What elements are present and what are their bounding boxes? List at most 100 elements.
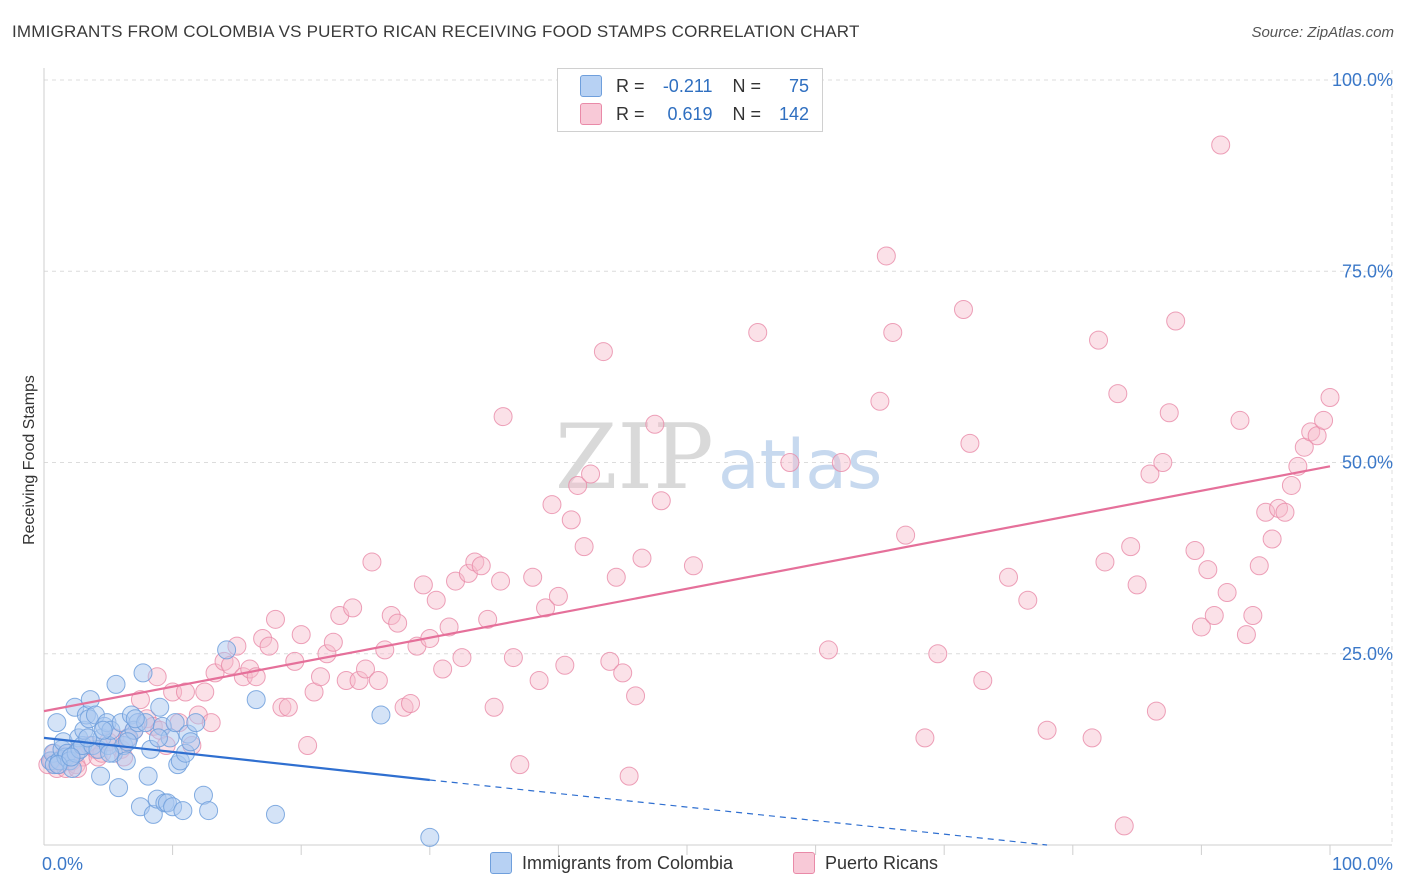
pink-legend-swatch [793,852,815,874]
point-puerto-ricans [896,525,916,545]
point-colombia [116,751,136,771]
x-tick-label: 100.0% [1332,854,1393,874]
point-puerto-ricans [960,433,980,453]
point-puerto-ricans [381,606,401,625]
r-label: R = [616,75,645,96]
point-colombia [47,713,67,733]
point-puerto-ricans [491,571,511,591]
point-puerto-ricans [493,407,513,427]
r-label: R = [616,103,645,124]
point-colombia [173,801,193,821]
blue-swatch [580,75,602,97]
trend-line-colombia-extension [429,779,1048,846]
legend-label-colombia: Immigrants from Colombia [522,852,734,873]
point-puerto-ricans [1095,552,1115,572]
point-puerto-ricans [478,609,498,629]
r-value-colombia: -0.211 [662,75,713,96]
point-puerto-ricans [343,598,363,618]
y-tick-label: 50.0% [1342,453,1393,473]
point-puerto-ricans [818,640,838,660]
point-puerto-ricans [1114,816,1134,836]
point-colombia [93,720,113,740]
point-puerto-ricans [600,651,620,671]
point-puerto-ricans [349,671,369,691]
point-puerto-ricans [278,697,298,717]
point-puerto-ricans [632,548,652,568]
point-puerto-ricans [651,491,671,511]
y-tick-label: 100.0% [1332,70,1393,90]
point-puerto-ricans [323,632,343,652]
legend-label-puerto-ricans: Puerto Ricans [825,852,939,873]
point-puerto-ricans [529,671,549,691]
legend-item-colombia[interactable]: Immigrants from Colombia [490,852,733,874]
point-puerto-ricans [401,693,421,713]
point-puerto-ricans [870,391,890,411]
tick-labels: 25.0% 50.0% 75.0% 100.0% 0.0% 100.0% [42,70,1393,874]
point-puerto-ricans [1198,560,1218,580]
point-puerto-ricans [1320,387,1340,407]
point-puerto-ricans [1249,556,1269,576]
point-colombia [265,804,285,824]
point-colombia [150,697,170,717]
point-puerto-ricans [426,590,446,610]
trend-line-puerto-ricans [43,465,1331,713]
point-puerto-ricans [883,322,903,342]
point-puerto-ricans [1159,403,1179,423]
point-puerto-ricans [1262,529,1282,549]
point-puerto-ricans [536,598,556,618]
point-puerto-ricans [1082,728,1102,748]
point-puerto-ricans [1121,537,1141,557]
point-puerto-ricans [619,766,639,786]
point-puerto-ricans [574,537,594,557]
r-value-puerto-ricans: 0.619 [667,103,713,124]
point-puerto-ricans [568,475,588,495]
point-puerto-ricans [561,510,581,530]
point-puerto-ricans [1127,575,1147,595]
point-puerto-ricans [1211,135,1231,155]
point-colombia [181,732,201,752]
point-puerto-ricans [1185,540,1205,560]
point-puerto-ricans [265,609,285,629]
point-puerto-ricans [626,686,646,706]
point-colombia [165,713,185,733]
point-puerto-ricans [503,648,523,668]
point-puerto-ricans [999,567,1018,587]
point-puerto-ricans [253,628,273,648]
x-tick-label: 0.0% [42,854,83,874]
point-puerto-ricans [1256,502,1276,522]
point-puerto-ricans [1166,311,1186,331]
legend-row-colombia: R = -0.211 N = 75 [580,73,809,99]
legend-item-puerto-ricans[interactable]: Puerto Ricans [793,852,938,874]
point-puerto-ricans [368,671,388,691]
n-value-puerto-ricans: 142 [778,103,810,124]
point-puerto-ricans [1153,453,1173,472]
point-puerto-ricans [606,567,626,587]
point-puerto-ricans [1146,701,1166,721]
point-puerto-ricans [1204,606,1224,625]
y-tick-label: 25.0% [1342,644,1393,664]
point-colombia [125,709,145,729]
n-label: N = [732,75,762,96]
point-puerto-ricans [388,613,408,633]
point-puerto-ricans [413,575,433,595]
colombia-points [40,640,440,847]
point-puerto-ricans [1314,410,1334,430]
point-puerto-ricans [1236,625,1256,645]
source-label: Source: ZipAtlas.com [1251,24,1394,41]
point-puerto-ricans [259,636,279,656]
point-puerto-ricans [484,697,504,717]
point-puerto-ricans [291,625,311,645]
point-colombia [100,743,120,763]
point-puerto-ricans [1275,502,1295,522]
y-tick-label: 75.0% [1342,261,1393,281]
point-puerto-ricans [1217,583,1237,603]
point-puerto-ricans [523,567,543,587]
point-colombia [217,640,237,660]
point-puerto-ricans [645,414,665,434]
point-puerto-ricans [1018,590,1038,610]
point-colombia [148,728,168,748]
point-puerto-ricans [593,342,613,362]
point-puerto-ricans [876,246,896,266]
point-puerto-ricans [542,495,562,515]
